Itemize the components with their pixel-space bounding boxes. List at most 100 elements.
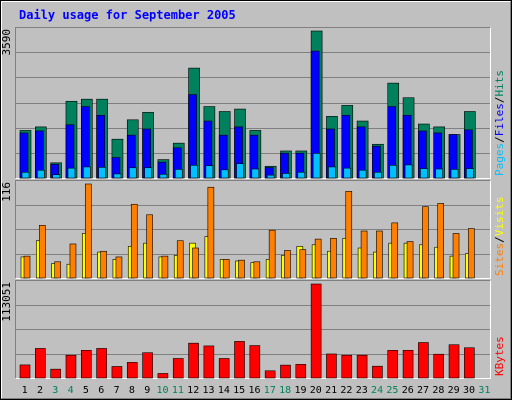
files-bar xyxy=(218,134,228,179)
kbytes-bar xyxy=(310,283,322,379)
files-bar xyxy=(326,128,335,179)
visits-bar xyxy=(189,242,196,279)
x-tick-label: 8 xyxy=(129,385,135,396)
hits-bar xyxy=(203,106,216,179)
files-bar xyxy=(418,130,427,179)
sites-bar xyxy=(360,230,368,279)
pages-bar xyxy=(190,165,198,179)
files-bar xyxy=(280,152,289,179)
sites-bar xyxy=(39,225,46,279)
kbytes-bar xyxy=(249,345,261,379)
hits-bar xyxy=(188,67,200,179)
pages-bar xyxy=(328,166,336,179)
kbytes-bar xyxy=(356,354,368,379)
hits-bar xyxy=(126,119,139,179)
kbytes-bar xyxy=(280,364,291,379)
hits-bar xyxy=(157,159,170,179)
legend-entry: / xyxy=(493,97,506,104)
visits-bar xyxy=(158,256,166,279)
files-bar xyxy=(157,161,167,179)
hits-bar xyxy=(280,150,292,179)
x-tick-label: 4 xyxy=(68,385,74,396)
legend-entry: Sites xyxy=(493,243,506,276)
x-tick-label: 6 xyxy=(98,385,104,396)
x-tick-label: 13 xyxy=(203,385,215,396)
hits-bar xyxy=(111,138,124,179)
files-bar xyxy=(356,126,366,179)
hits-bar xyxy=(80,98,93,179)
visits-bar xyxy=(327,250,334,279)
x-tick-label: 30 xyxy=(463,385,475,396)
plot-area-1-bevel-dark xyxy=(15,27,491,179)
plot-area-2-bevel-dark xyxy=(15,180,491,279)
files-bar xyxy=(310,50,320,179)
visits-bar xyxy=(265,259,273,279)
pages-bar xyxy=(128,167,137,179)
sites-bar xyxy=(207,186,215,279)
hits-bar xyxy=(172,142,185,179)
pages-bar xyxy=(282,173,290,179)
chart-title: Daily usage for September 2005 xyxy=(19,8,236,22)
visits-bar xyxy=(357,247,365,279)
hits-bar xyxy=(35,126,47,179)
sites-bar xyxy=(84,183,92,279)
pages-bar xyxy=(389,165,398,179)
visits-bar xyxy=(112,259,120,279)
kbytes-bar xyxy=(50,368,61,379)
pages-bar xyxy=(21,171,30,179)
legend-bottom: KBytes xyxy=(493,336,506,376)
sites-bar xyxy=(299,249,307,279)
x-tick-label: 7 xyxy=(114,385,120,396)
legend-entry: Files xyxy=(493,103,506,136)
files-bar xyxy=(402,114,412,179)
kbytes-bar xyxy=(448,344,460,379)
sites-bar xyxy=(222,259,230,279)
kbytes-bar xyxy=(188,342,199,379)
sites-bar xyxy=(100,250,107,279)
sites-bar xyxy=(437,203,445,279)
x-tick-label: 2 xyxy=(37,385,43,396)
x-tick-label: 22 xyxy=(340,385,352,396)
hits-bar xyxy=(448,134,461,179)
hits-bar xyxy=(341,105,354,179)
visits-bar xyxy=(36,240,43,279)
kbytes-bar xyxy=(111,366,123,379)
legend-entry: Hits xyxy=(493,70,506,97)
hits-bar xyxy=(387,82,400,179)
pages-bar xyxy=(159,174,168,179)
sites-bar xyxy=(468,228,475,279)
files-bar xyxy=(19,132,29,179)
kbytes-bar xyxy=(96,348,107,379)
pages-bar xyxy=(144,167,152,179)
visits-bar xyxy=(81,233,89,279)
visits-bar xyxy=(311,244,319,279)
hits-bar xyxy=(19,130,32,179)
sites-bar xyxy=(391,222,399,279)
sites-bar xyxy=(330,237,337,279)
x-tick-label: 21 xyxy=(325,385,337,396)
x-tick-label: 26 xyxy=(402,385,414,396)
visits-bar xyxy=(281,255,288,279)
visits-bar xyxy=(419,244,426,279)
sites-bar xyxy=(161,255,169,279)
pages-bar xyxy=(98,167,106,179)
sites-bar xyxy=(69,243,77,279)
pages-bar xyxy=(404,164,413,179)
x-tick-label: 31 xyxy=(478,385,490,396)
sites-bar xyxy=(422,206,429,279)
kbytes-bar xyxy=(35,348,46,379)
files-bar xyxy=(203,120,213,179)
visits-bar xyxy=(66,263,74,279)
sites-bar xyxy=(284,250,291,279)
files-bar xyxy=(264,167,274,179)
kbytes-bar xyxy=(65,354,77,379)
kbytes-bar xyxy=(402,350,414,379)
files-bar xyxy=(433,132,443,179)
plot-area-1 xyxy=(15,27,490,178)
sites-bar xyxy=(23,255,31,279)
kbytes-bar xyxy=(218,358,230,379)
visits-bar xyxy=(465,253,472,279)
